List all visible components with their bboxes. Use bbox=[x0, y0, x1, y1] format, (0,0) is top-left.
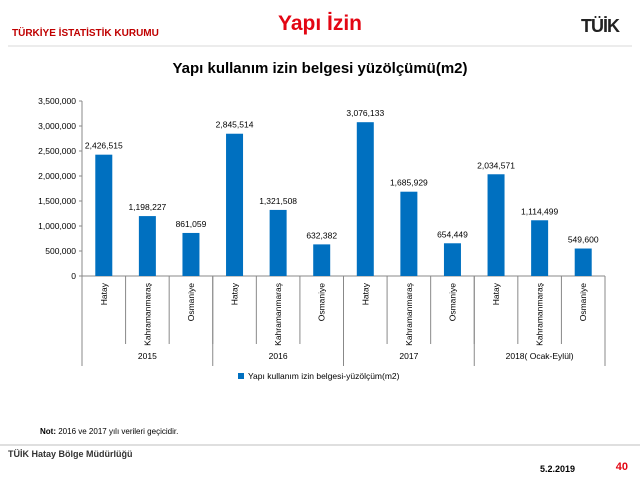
group-label: 2016 bbox=[269, 351, 288, 361]
note: Not: 2016 ve 2017 yılı verileri geçicidi… bbox=[40, 427, 178, 436]
group-label: 2018( Ocak-Eylül) bbox=[506, 351, 574, 361]
org-name: TÜRKİYE İSTATİSTİK KURUMU bbox=[12, 26, 159, 39]
note-text: 2016 ve 2017 yılı verileri geçicidir. bbox=[58, 427, 178, 436]
y-tick-label: 1,000,000 bbox=[38, 221, 76, 231]
bar bbox=[313, 244, 331, 276]
y-tick-label: 3,000,000 bbox=[38, 121, 76, 131]
x-tick-label: Kahramanmaraş bbox=[142, 283, 152, 346]
x-tick-label: Osmaniye bbox=[578, 283, 588, 322]
x-tick-label: Osmaniye bbox=[447, 283, 457, 322]
bar bbox=[400, 191, 418, 276]
y-tick-label: 2,000,000 bbox=[38, 171, 76, 181]
bar bbox=[182, 232, 200, 276]
value-label: 1,198,227 bbox=[128, 202, 166, 212]
bar bbox=[356, 122, 374, 276]
value-label: 2,034,571 bbox=[477, 160, 515, 170]
value-label: 1,114,499 bbox=[521, 206, 558, 216]
x-tick-label: Hatay bbox=[230, 282, 240, 305]
bar bbox=[574, 248, 592, 276]
x-tick-label: Hatay bbox=[491, 282, 501, 305]
bar bbox=[226, 133, 244, 276]
value-label: 2,845,514 bbox=[216, 120, 254, 130]
legend-swatch bbox=[238, 373, 244, 379]
bar bbox=[138, 216, 156, 276]
bar bbox=[269, 209, 287, 276]
x-tick-label: Hatay bbox=[99, 282, 109, 305]
y-tick-label: 3,500,000 bbox=[38, 96, 76, 106]
group-label: 2015 bbox=[138, 351, 157, 361]
value-label: 2,426,515 bbox=[85, 141, 123, 151]
slide-title: Yapı İzin bbox=[278, 12, 362, 35]
bar bbox=[95, 154, 113, 276]
value-label: 861,059 bbox=[176, 219, 207, 229]
y-tick-label: 0 bbox=[71, 271, 76, 281]
value-label: 654,449 bbox=[437, 229, 468, 239]
footer-date: 5.2.2019 bbox=[540, 464, 575, 474]
x-tick-label: Hatay bbox=[360, 282, 370, 305]
x-tick-label: Osmaniye bbox=[186, 283, 196, 322]
value-label: 1,321,508 bbox=[259, 196, 297, 206]
value-label: 632,382 bbox=[306, 230, 337, 240]
bar bbox=[531, 220, 549, 276]
value-label: 549,600 bbox=[568, 235, 599, 245]
x-tick-label: Kahramanmaraş bbox=[535, 283, 545, 346]
page-number: 40 bbox=[616, 461, 628, 473]
bar bbox=[487, 174, 505, 276]
y-tick-label: 1,500,000 bbox=[38, 196, 76, 206]
group-label: 2017 bbox=[399, 351, 418, 361]
logo: TÜİK bbox=[581, 16, 620, 36]
note-label: Not: bbox=[40, 427, 56, 436]
x-tick-label: Osmaniye bbox=[317, 283, 327, 322]
legend-label: Yapı kullanım izin belgesi-yüzölçüm(m2) bbox=[248, 371, 400, 381]
value-label: 1,685,929 bbox=[390, 178, 428, 188]
x-tick-label: Kahramanmaraş bbox=[404, 283, 414, 346]
chart-title: Yapı kullanım izin belgesi yüzölçümü(m2) bbox=[172, 60, 467, 77]
bar bbox=[443, 243, 461, 276]
y-tick-label: 500,000 bbox=[45, 246, 76, 256]
value-label: 3,076,133 bbox=[346, 108, 384, 118]
y-tick-label: 2,500,000 bbox=[38, 146, 76, 156]
footer-office: TÜİK Hatay Bölge Müdürlüğü bbox=[8, 449, 133, 459]
x-tick-label: Kahramanmaraş bbox=[273, 283, 283, 346]
